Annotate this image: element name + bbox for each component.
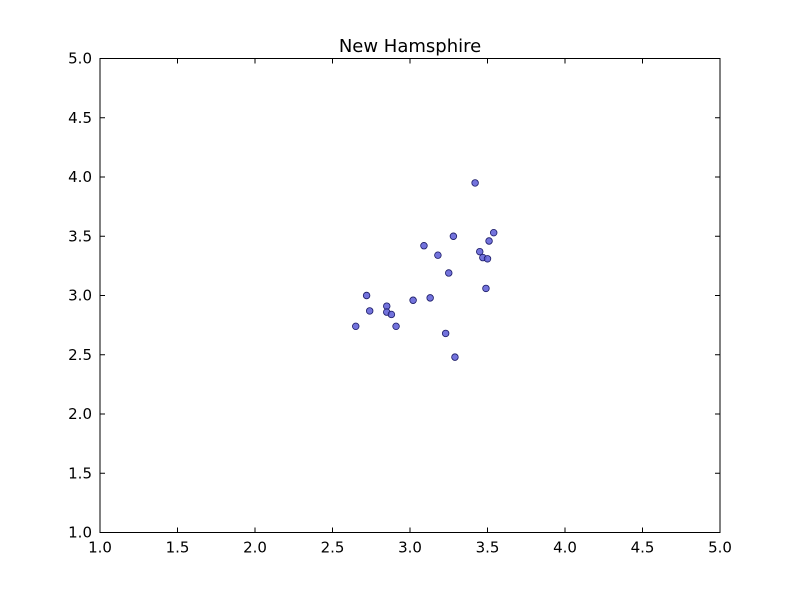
- x-tick-label: 1.5: [166, 539, 190, 557]
- x-tick-label: 4.0: [553, 539, 577, 557]
- y-tick-label: 1.5: [68, 464, 92, 482]
- scatter-points: [352, 179, 498, 361]
- plot-area-frame: [99, 58, 721, 533]
- chart-title: New Hamsphire: [339, 36, 481, 57]
- scatter-point: [420, 242, 428, 250]
- scatter-point: [483, 255, 492, 263]
- scatter-point: [352, 322, 360, 331]
- scatter-point: [445, 269, 453, 277]
- scatter-point: [449, 232, 458, 240]
- scatter-point: [476, 247, 484, 256]
- x-tick-label: 1.0: [88, 539, 112, 557]
- scatter-point: [434, 251, 442, 259]
- y-tick-label: 5.0: [68, 50, 92, 68]
- scatter-point: [366, 307, 374, 315]
- scatter-point: [482, 284, 490, 293]
- x-tick-label: 2.5: [321, 539, 345, 557]
- scatter-point: [451, 353, 459, 361]
- x-tick-label: 3.0: [398, 539, 422, 557]
- scatter-point: [426, 294, 434, 302]
- scatter-point: [409, 296, 417, 304]
- y-tick-label: 4.5: [68, 109, 92, 127]
- scatter-point: [362, 291, 371, 300]
- x-tick-label: 3.5: [476, 539, 500, 557]
- scatter-point: [392, 322, 400, 331]
- scatter-point: [387, 310, 396, 319]
- scatter-point: [490, 228, 498, 237]
- y-tick-label: 2.5: [68, 346, 92, 364]
- x-tick-label: 5.0: [708, 539, 732, 557]
- x-tick-label: 2.0: [243, 539, 267, 557]
- y-tick-label: 3.5: [68, 227, 92, 245]
- scatter-point: [485, 237, 493, 245]
- y-tick-label: 4.0: [68, 168, 92, 186]
- axis-ticks: 1.0 1.5 2.0 2.5 3.0 3.5 4.0 4.5 5.0 1.0 1.5 2.0 2.5 3…: [68, 50, 732, 557]
- y-tick-label: 3.0: [68, 287, 92, 305]
- y-tick-label: 1.0: [68, 524, 92, 542]
- scatter-point: [471, 179, 479, 187]
- scatter-point: [441, 329, 450, 338]
- y-tick-label: 2.0: [68, 405, 92, 423]
- x-tick-label: 4.5: [631, 539, 655, 557]
